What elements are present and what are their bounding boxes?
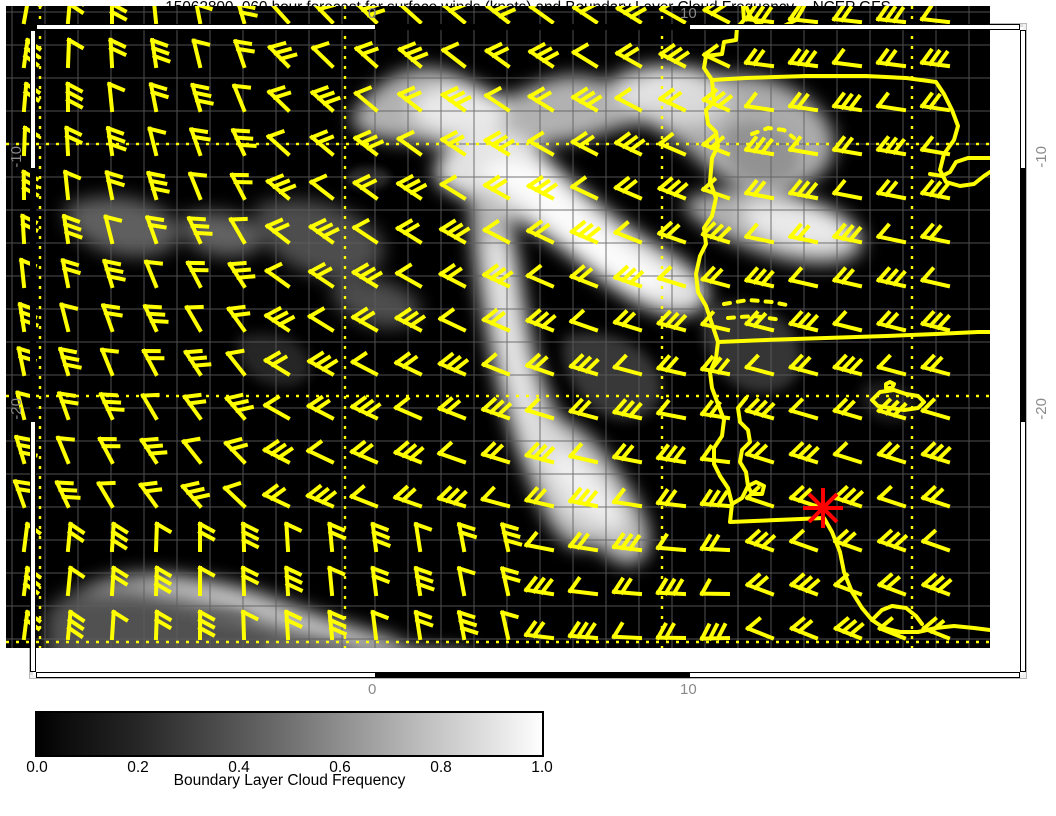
axis-ruler-right [1020, 30, 1026, 672]
station-marker-layer[interactable] [6, 6, 990, 648]
ytick-left-neg20: -20 [8, 398, 25, 420]
xtick-top-0: 0 [368, 5, 377, 22]
colorbar-tick-3: 0.6 [329, 759, 351, 776]
border-southeast [870, 604, 924, 626]
axis-ruler-top [36, 24, 1020, 30]
lake-islet [884, 380, 896, 390]
colorbar[interactable]: 0.0 0.2 0.4 0.6 0.8 1.0 [26, 712, 553, 776]
colorbar-tick-4: 0.8 [430, 759, 452, 776]
colorbar-label: Boundary Layer Cloud Frequency [173, 772, 406, 789]
colorbar-tick-0: 0.0 [26, 759, 48, 776]
map-plot-area[interactable] [6, 6, 990, 648]
axis-ruler-left [30, 30, 36, 672]
colorbar-tick-5: 1.0 [531, 759, 553, 776]
wind-barbs [12, 6, 953, 642]
colorbar-tick-1: 0.2 [127, 759, 149, 776]
border-mid [716, 330, 990, 344]
xtick-top-10: 10 [680, 5, 697, 22]
station-star [803, 488, 843, 528]
ytick-right-neg10: -10 [1033, 146, 1050, 168]
xtick-bottom-0: 0 [368, 681, 377, 698]
coast-bay [730, 396, 752, 506]
ytick-right-neg20: -20 [1033, 398, 1050, 420]
inland-lake [870, 388, 926, 412]
latlon-graticule [6, 6, 990, 648]
ytick-left-neg10: -10 [8, 146, 25, 168]
border-east [928, 156, 990, 178]
border-north [710, 74, 990, 188]
xtick-bottom-10: 10 [680, 681, 697, 698]
axis-ruler-bottom [36, 672, 1020, 678]
colorbar-gradient [36, 712, 543, 756]
colorbar-tick-2: 0.4 [228, 759, 250, 776]
